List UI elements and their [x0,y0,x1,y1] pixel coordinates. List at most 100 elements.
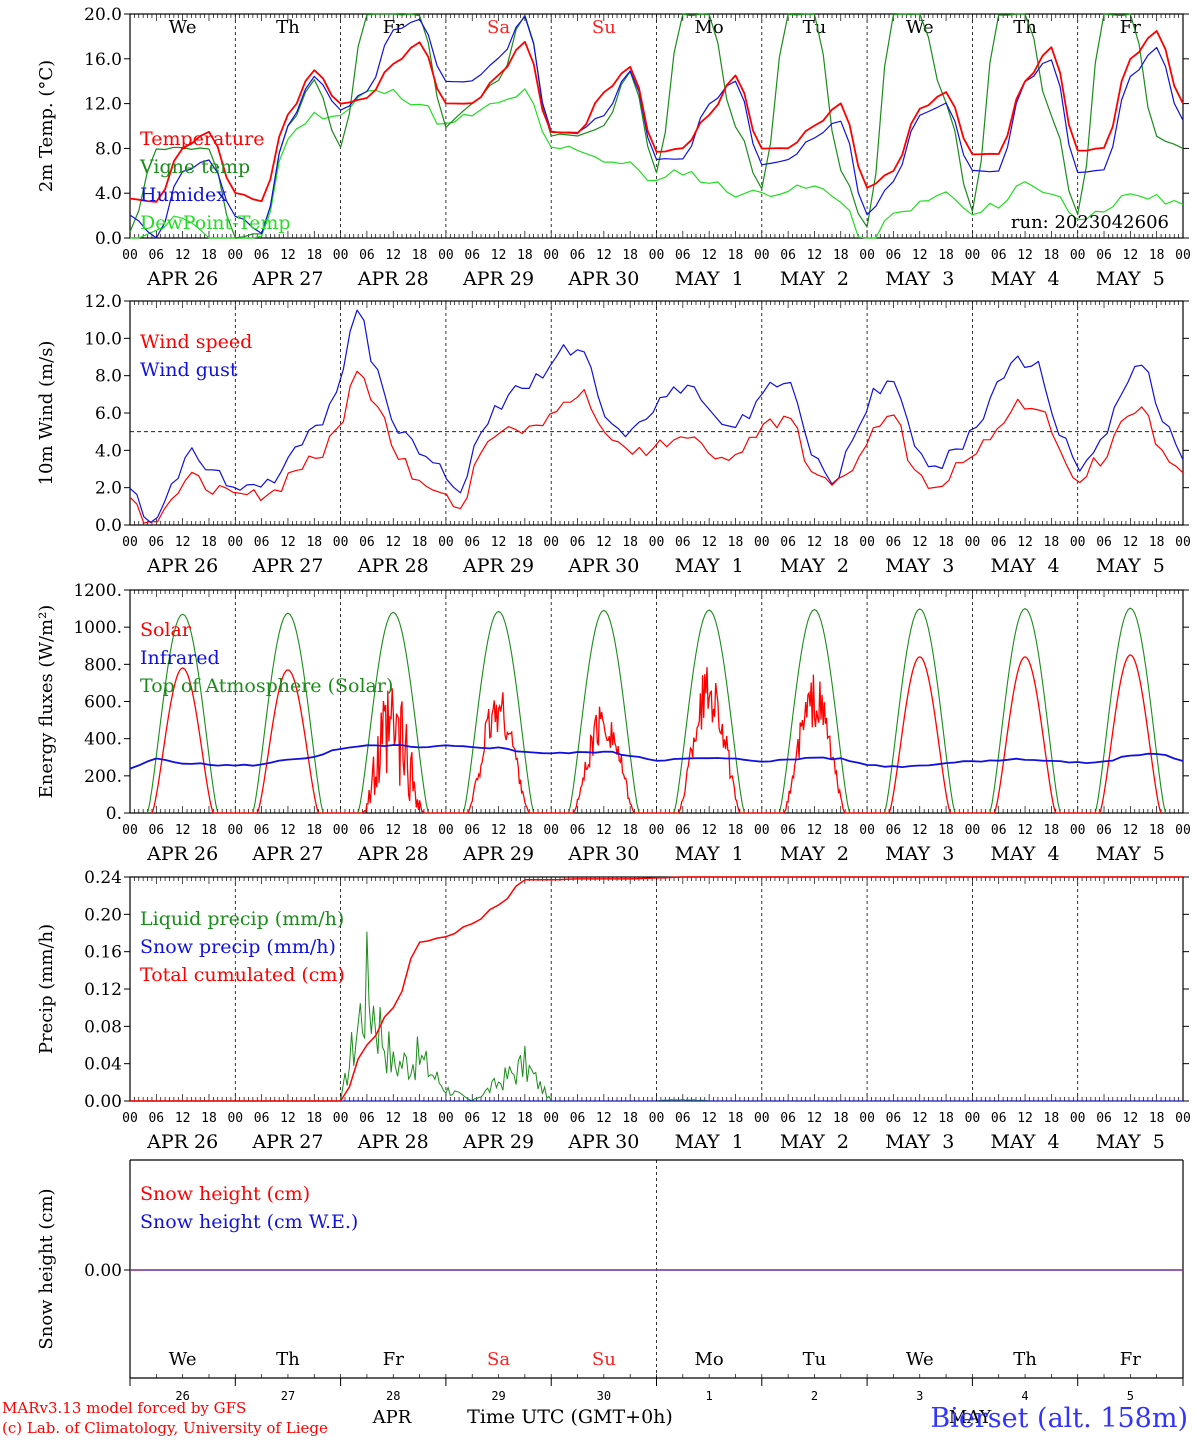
hour-tick-label: 06 [359,1111,375,1126]
hour-tick-label: 06 [148,1111,164,1126]
hour-tick-label: 18 [1044,535,1060,550]
weekday-label: Mo [695,17,724,38]
weekday-label: Sa [487,17,510,38]
hour-tick-label: 18 [201,248,217,263]
day-number-label: 30 [597,1389,611,1403]
day-number-label: 1 [706,1389,713,1403]
hour-tick-label: 00 [754,1111,770,1126]
date-tick-label: MAY 5 [1096,268,1165,290]
hour-tick-label: 00 [649,823,665,838]
hour-tick-label: 00 [227,823,243,838]
hour-tick-label: 18 [938,1111,954,1126]
hour-tick-label: 00 [649,248,665,263]
y-tick-label: 0.0 [95,229,122,249]
temperature-panel: 00 06 12 18 00 06 12 18 00 06 12 18 00 06 12 18 00 06 12 18… [36,5,1191,290]
weekday-label: Fr [1120,1349,1141,1370]
hour-tick-label: 00 [227,535,243,550]
weekday-label: Th [276,1349,300,1370]
hour-tick-label: 06 [570,1111,586,1126]
hour-tick-label: 00 [122,823,138,838]
hour-tick-label: 00 [438,535,454,550]
hour-tick-label: 18 [412,1111,428,1126]
hour-tick-label: 00 [965,1111,981,1126]
hour-tick-label: 12 [701,823,717,838]
hour-tick-label: 18 [517,248,533,263]
hour-tick-label: 12 [1123,535,1139,550]
hour-tick-label: 18 [517,1111,533,1126]
y-tick-label: 0.16 [84,943,122,963]
hour-tick-label: 12 [175,823,191,838]
hour-tick-label: 06 [464,1111,480,1126]
y-tick-label: 6.0 [95,404,122,424]
hour-tick-label: 06 [464,823,480,838]
hour-tick-label: 00 [227,1111,243,1126]
y-tick-label: 16.0 [84,50,122,70]
hour-tick-label: 18 [938,535,954,550]
hour-tick-label: 00 [965,823,981,838]
hour-tick-label: 12 [596,1111,612,1126]
weekday-label: Su [592,17,616,38]
hour-tick-label: 06 [886,1111,902,1126]
hour-tick-label: 12 [807,1111,823,1126]
day-number-label: 3 [916,1389,923,1403]
date-tick-label: MAY 5 [1096,843,1165,865]
hour-tick-label: 12 [1123,1111,1139,1126]
y-tick-label: 200. [84,767,122,787]
hour-tick-label: 00 [333,823,349,838]
date-tick-label: APR 29 [462,555,534,577]
date-tick-label: MAY 3 [885,1131,954,1153]
y-tick-label: 10.0 [84,329,122,349]
hour-tick-label: 06 [254,823,270,838]
y-tick-label: 0.00 [84,1092,122,1112]
hour-tick-label: 12 [175,535,191,550]
date-tick-label: APR 30 [567,1131,639,1153]
date-tick-label: APR 26 [146,1131,218,1153]
weekday-label: Th [1013,1349,1037,1370]
legend-entry: Top of Atmosphere (Solar) [140,675,393,697]
date-tick-label: MAY 3 [885,555,954,577]
date-tick-label: MAY 4 [990,1131,1059,1153]
hour-tick-label: 00 [859,823,875,838]
date-tick-label: MAY 3 [885,268,954,290]
legend-entry: Temperature [140,128,264,150]
y-axis-label: 10m Wind (m/s) [36,341,57,486]
hour-tick-label: 00 [438,823,454,838]
hour-tick-label: 12 [385,535,401,550]
date-tick-label: MAY 2 [780,1131,849,1153]
plot-frame [129,300,1184,526]
hour-tick-label: 12 [1123,823,1139,838]
hour-tick-label: 06 [675,248,691,263]
hour-tick-label: 00 [227,248,243,263]
hour-tick-label: 18 [412,535,428,550]
date-tick-label: MAY 2 [780,555,849,577]
hour-tick-label: 18 [622,1111,638,1126]
y-tick-label: 0.0 [95,516,122,536]
legend-entry: Humidex [140,184,227,206]
weekday-label: Th [276,17,300,38]
series-total-cumulated [130,876,1183,1102]
hour-tick-label: 12 [701,1111,717,1126]
y-tick-label: 0.20 [84,905,122,925]
hour-tick-label: 12 [596,823,612,838]
weekday-label: Th [1013,17,1037,38]
hour-tick-label: 00 [543,823,559,838]
hour-tick-label: 12 [385,248,401,263]
date-tick-label: APR 26 [146,843,218,865]
hour-tick-label: 18 [1044,1111,1060,1126]
legend-entry: Infrared [140,647,220,669]
hour-tick-label: 00 [438,1111,454,1126]
hour-tick-label: 06 [780,248,796,263]
y-axis-label: Energy fluxes (W/m²) [36,605,57,799]
hour-tick-label: 18 [201,535,217,550]
legend-entry: Solar [140,619,192,641]
y-tick-label: 0.24 [84,868,122,888]
hour-tick-label: 18 [833,823,849,838]
weekday-label: Tu [803,17,827,38]
legend-entry: Total cumulated (cm) [140,964,345,986]
hour-tick-label: 00 [965,535,981,550]
precip-panel: 00 06 12 18 00 06 12 18 00 06 12 18 00 06 12 18 00 06 12 18… [36,868,1191,1153]
y-tick-label: 800. [84,655,122,675]
day-number-label: 2 [811,1389,818,1403]
legend-entry: Liquid precip (mm/h) [140,908,344,930]
date-tick-label: APR 27 [251,1131,323,1153]
